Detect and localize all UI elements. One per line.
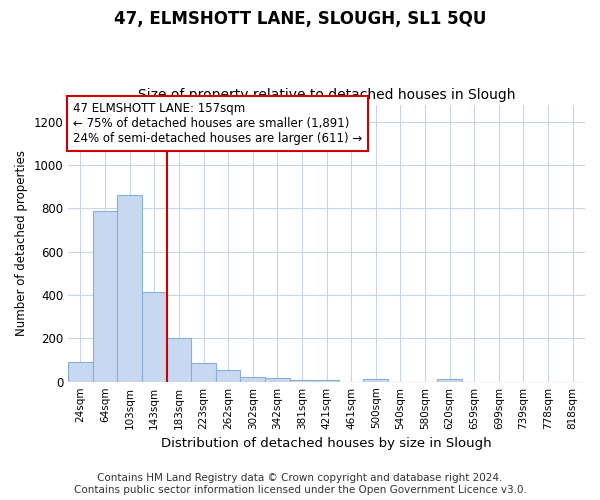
Bar (314, 380, 339, 382)
X-axis label: Distribution of detached houses by size in Slough: Distribution of detached houses by size … (161, 437, 492, 450)
Bar (241, 377, 265, 382)
Bar (118, 196, 142, 382)
Y-axis label: Number of detached properties: Number of detached properties (15, 150, 28, 336)
Text: 47 ELMSHOTT LANE: 157sqm
← 75% of detached houses are smaller (1,891)
24% of sem: 47 ELMSHOTT LANE: 157sqm ← 75% of detach… (73, 102, 362, 145)
Bar (290, 380, 314, 382)
Text: 47, ELMSHOTT LANE, SLOUGH, SL1 5QU: 47, ELMSHOTT LANE, SLOUGH, SL1 5QU (114, 10, 486, 28)
Bar (437, 379, 462, 382)
Bar (364, 379, 388, 382)
Bar (93, 210, 118, 382)
Bar (216, 370, 241, 382)
Bar (68, 362, 93, 382)
Bar (265, 378, 290, 382)
Bar (191, 364, 216, 382)
Bar (167, 338, 191, 382)
Title: Size of property relative to detached houses in Slough: Size of property relative to detached ho… (138, 88, 515, 102)
Text: Contains HM Land Registry data © Crown copyright and database right 2024.
Contai: Contains HM Land Registry data © Crown c… (74, 474, 526, 495)
Bar (142, 292, 167, 382)
